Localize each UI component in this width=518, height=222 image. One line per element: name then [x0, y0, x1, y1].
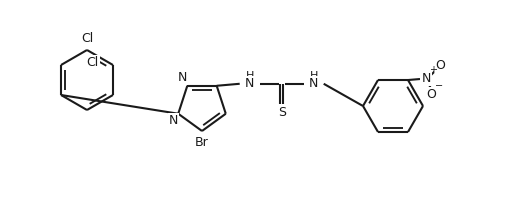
- Text: Br: Br: [195, 135, 209, 149]
- Text: O: O: [435, 59, 445, 71]
- Text: N: N: [178, 71, 187, 84]
- Text: H: H: [246, 71, 254, 81]
- Text: O: O: [426, 87, 436, 101]
- Text: N: N: [245, 77, 254, 90]
- Text: N: N: [421, 71, 430, 85]
- Text: N: N: [309, 77, 319, 90]
- Text: Cl: Cl: [81, 32, 93, 46]
- Text: +: +: [429, 65, 437, 75]
- Text: −: −: [435, 81, 443, 91]
- Text: H: H: [310, 71, 318, 81]
- Text: S: S: [278, 106, 286, 119]
- Text: Cl: Cl: [87, 57, 99, 69]
- Text: N: N: [168, 114, 178, 127]
